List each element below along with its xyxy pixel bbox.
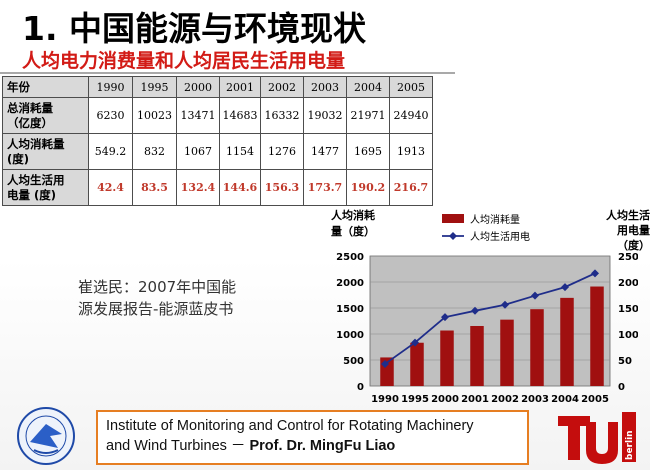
table-cell: 549.2 bbox=[88, 133, 133, 170]
line-marker bbox=[561, 283, 569, 292]
x-tick-label: 2005 bbox=[581, 394, 609, 405]
table-cell: 13471 bbox=[176, 97, 220, 134]
y-left-tick-label: 0 bbox=[357, 382, 364, 393]
table-row: 人均消耗量 (度) 549.2 832 1067 1154 1276 1477 1… bbox=[2, 133, 433, 170]
footer-line-1: Institute of Monitoring and Control for … bbox=[106, 418, 474, 434]
bar-per-capita-consumption bbox=[470, 325, 484, 386]
x-tick-label: 2004 bbox=[551, 394, 579, 405]
x-tick-label: 1990 bbox=[371, 394, 399, 405]
table-row-label: 人均生活用 电量 (度) bbox=[2, 169, 89, 206]
table-cell: 1695 bbox=[346, 133, 390, 170]
source-line: 源发展报告-能源蓝皮书 bbox=[78, 300, 234, 318]
line-marker bbox=[531, 291, 539, 300]
table-header-row: 年份 1990 1995 2000 2001 2002 2003 2004 20… bbox=[2, 76, 433, 98]
table-header-cell: 2001 bbox=[219, 76, 261, 98]
slide-subtitle: 人均电力消费量和人均居民生活用电量 bbox=[22, 50, 346, 72]
bar-per-capita-consumption bbox=[440, 330, 454, 386]
table-cell: 83.5 bbox=[132, 169, 177, 206]
y-right-tick-label: 150 bbox=[618, 304, 638, 315]
table-cell: 6230 bbox=[88, 97, 133, 134]
tu-berlin-logo: berlin bbox=[558, 412, 636, 464]
bar-per-capita-consumption bbox=[560, 297, 574, 386]
table-cell: 10023 bbox=[132, 97, 177, 134]
y-right-tick-label: 100 bbox=[618, 330, 638, 341]
line-marker bbox=[411, 338, 419, 347]
x-tick-label: 1995 bbox=[401, 394, 429, 405]
table-row-label: 总消耗量 （亿度） bbox=[2, 97, 89, 134]
legend-marker bbox=[449, 232, 457, 240]
y-right-tick-label: 0 bbox=[618, 382, 625, 393]
y-right-tick-label: 200 bbox=[618, 278, 638, 289]
table-cell: 156.3 bbox=[260, 169, 304, 206]
y-right-tick-label: 50 bbox=[618, 356, 632, 367]
subtitle-divider bbox=[0, 72, 455, 74]
y-axis-left-label: 人均消耗 量（度） bbox=[331, 209, 375, 238]
table-row: 总消耗量 （亿度） 6230 10023 13471 14683 16332 19… bbox=[2, 97, 433, 134]
table-cell: 16332 bbox=[260, 97, 304, 134]
y-left-tick-label: 2000 bbox=[336, 278, 364, 289]
source-line: 崔选民：2007年中国能 bbox=[78, 278, 237, 296]
electricity-chart: 0 500 1000 1500 2000 2500 0 50 100 150 200 250 1990 1… bbox=[336, 213, 638, 405]
line-marker bbox=[381, 359, 389, 368]
table-cell: 24940 bbox=[389, 97, 433, 134]
table-cell: 1913 bbox=[389, 133, 433, 170]
y-axis-right-label: 人均生活 用电量 （度） bbox=[606, 209, 650, 252]
footer-line-2: and Wind Turbines － Prof. Dr. MingFu Lia… bbox=[106, 438, 396, 454]
line-marker bbox=[471, 306, 479, 315]
y-left-tick-label: 500 bbox=[343, 356, 364, 367]
table-header-cell: 2004 bbox=[346, 76, 390, 98]
legend-swatch-bar bbox=[442, 214, 464, 223]
x-tick-label: 2002 bbox=[491, 394, 519, 405]
y-left-tick-label: 1500 bbox=[336, 304, 364, 315]
line-residential-electricity bbox=[384, 272, 596, 365]
table-header-cell: 2003 bbox=[303, 76, 347, 98]
table-row-label: 人均消耗量 (度) bbox=[2, 133, 89, 170]
table-cell: 21971 bbox=[346, 97, 390, 134]
university-seal-logo bbox=[17, 407, 75, 465]
source-citation: 崔选民：2007年中国能 源发展报告-能源蓝皮书 bbox=[78, 276, 236, 320]
plot-area bbox=[369, 255, 611, 387]
bar-per-capita-consumption bbox=[530, 309, 544, 386]
table-cell: 132.4 bbox=[176, 169, 220, 206]
table-cell: 14683 bbox=[219, 97, 261, 134]
table-cell: 173.7 bbox=[303, 169, 347, 206]
y-left-tick-label: 2500 bbox=[336, 252, 364, 263]
x-tick-label: 2001 bbox=[461, 394, 489, 405]
table-cell: 19032 bbox=[303, 97, 347, 134]
bar-per-capita-consumption bbox=[410, 342, 424, 386]
table-cell: 1154 bbox=[219, 133, 261, 170]
legend-label: 人均消耗量 bbox=[470, 213, 520, 226]
table-header-cell: 1990 bbox=[88, 76, 133, 98]
table-cell: 144.6 bbox=[219, 169, 261, 206]
y-left-tick-label: 1000 bbox=[336, 330, 364, 341]
table-cell: 42.4 bbox=[88, 169, 133, 206]
line-marker bbox=[441, 313, 449, 322]
table-cell: 190.2 bbox=[346, 169, 390, 206]
x-tick-label: 2000 bbox=[431, 394, 459, 405]
table-header-cell: 2000 bbox=[176, 76, 220, 98]
table-header-cell: 1995 bbox=[132, 76, 177, 98]
line-marker bbox=[501, 300, 509, 309]
berlin-logo-text: berlin bbox=[625, 430, 635, 460]
institute-footer: Institute of Monitoring and Control for … bbox=[96, 410, 529, 465]
table-row: 人均生活用 电量 (度) 42.4 83.5 132.4 144.6 156.3 … bbox=[2, 169, 433, 206]
table-cell: 1276 bbox=[260, 133, 304, 170]
energy-data-table: 年份 1990 1995 2000 2001 2002 2003 2004 20… bbox=[2, 76, 433, 206]
slide-title: 1. 中国能源与环境现状 bbox=[22, 9, 366, 48]
y-right-tick-label: 250 bbox=[618, 252, 638, 263]
table-header-cell: 年份 bbox=[2, 76, 89, 98]
table-cell: 1477 bbox=[303, 133, 347, 170]
table-header-cell: 2005 bbox=[389, 76, 433, 98]
bar-per-capita-consumption bbox=[590, 286, 604, 386]
line-marker bbox=[591, 269, 599, 278]
table-cell: 216.7 bbox=[389, 169, 433, 206]
legend-label: 人均生活用电 bbox=[470, 230, 530, 243]
table-cell: 832 bbox=[132, 133, 177, 170]
bar-per-capita-consumption bbox=[500, 319, 514, 386]
table-header-cell: 2002 bbox=[260, 76, 304, 98]
table-cell: 1067 bbox=[176, 133, 220, 170]
x-tick-label: 2003 bbox=[521, 394, 549, 405]
